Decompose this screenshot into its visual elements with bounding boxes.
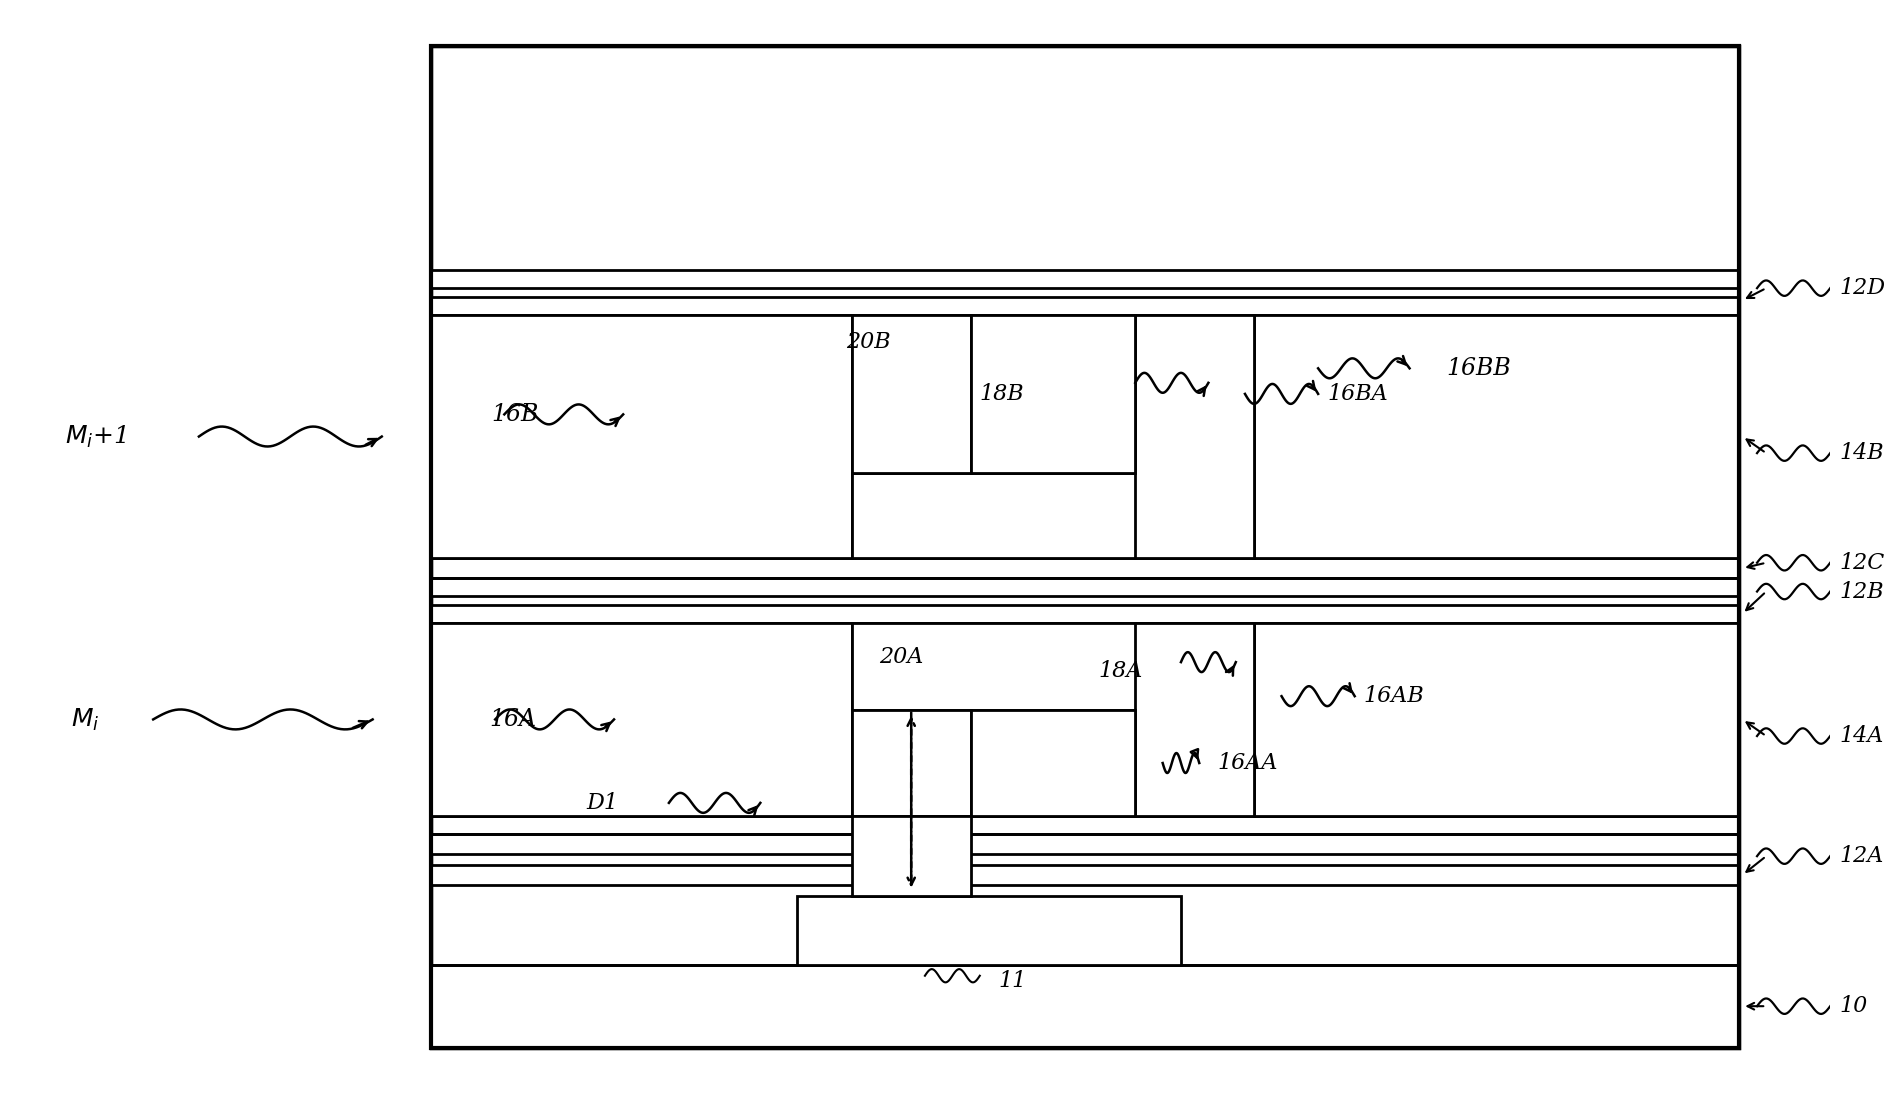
Text: 16A: 16A: [490, 708, 537, 730]
Bar: [1135, 315, 1254, 558]
Bar: [971, 709, 1135, 816]
Text: $M_i$+1: $M_i$+1: [66, 423, 126, 450]
Bar: [1135, 623, 1254, 816]
Text: 16BA: 16BA: [1327, 383, 1387, 405]
Bar: [432, 271, 1738, 289]
Bar: [432, 578, 1738, 596]
Bar: [432, 315, 852, 558]
Text: 12B: 12B: [1840, 581, 1883, 603]
Text: 16AB: 16AB: [1365, 685, 1425, 707]
Bar: [797, 896, 1182, 965]
Text: 14B: 14B: [1840, 442, 1883, 464]
Bar: [432, 965, 1738, 1048]
Text: $M_i$: $M_i$: [72, 706, 100, 733]
Bar: [432, 297, 1738, 315]
Text: 18B: 18B: [980, 383, 1024, 405]
Bar: [852, 623, 1254, 709]
Text: 16B: 16B: [492, 403, 539, 426]
Text: 12D: 12D: [1840, 278, 1885, 300]
Text: 20B: 20B: [846, 332, 892, 353]
Text: 14A: 14A: [1840, 725, 1883, 747]
Bar: [432, 623, 852, 816]
Bar: [432, 865, 1738, 885]
Text: 12C: 12C: [1840, 552, 1885, 574]
Text: 11: 11: [997, 970, 1025, 992]
Bar: [852, 816, 971, 896]
Bar: [1254, 623, 1738, 816]
Text: 16BB: 16BB: [1446, 356, 1512, 380]
Text: 18A: 18A: [1099, 660, 1142, 682]
Bar: [852, 315, 971, 473]
Text: 16AA: 16AA: [1218, 751, 1278, 774]
Text: 12A: 12A: [1840, 845, 1883, 867]
Bar: [432, 46, 1738, 1048]
Bar: [1254, 315, 1738, 558]
Bar: [432, 834, 1738, 854]
Text: D1: D1: [586, 791, 618, 814]
Bar: [852, 473, 1254, 558]
Text: 20A: 20A: [878, 646, 924, 668]
Bar: [432, 46, 1738, 1048]
Bar: [432, 605, 1738, 623]
Text: 10: 10: [1840, 996, 1868, 1017]
Bar: [852, 709, 971, 816]
Bar: [971, 315, 1135, 473]
